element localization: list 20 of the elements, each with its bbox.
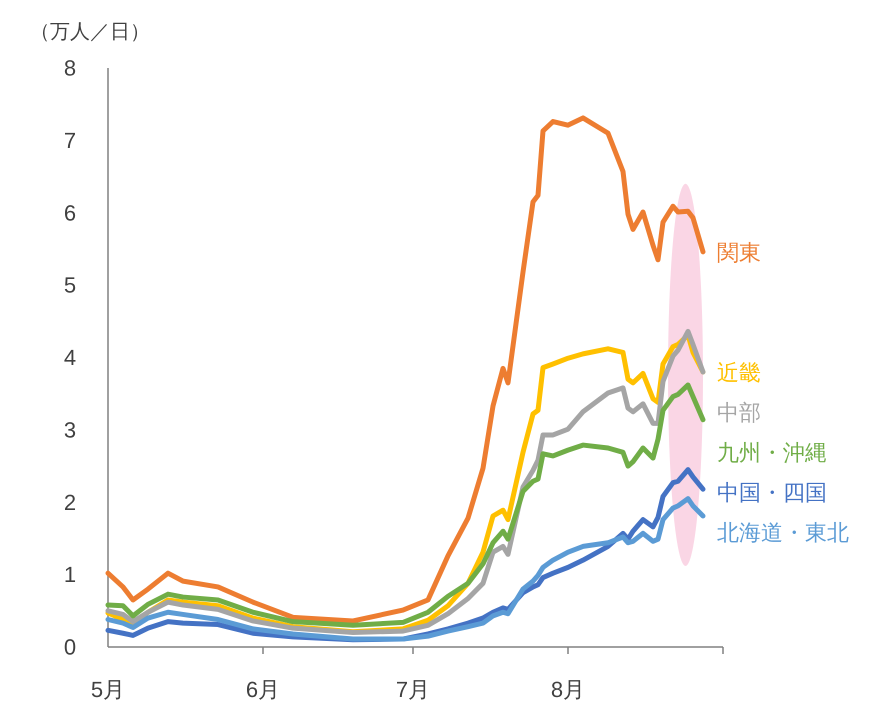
y-axis-title: （万人／日） <box>30 21 150 43</box>
y-tick-label: 2 <box>64 490 76 515</box>
y-tick-label: 8 <box>64 56 76 80</box>
x-tick-label: 7月 <box>396 677 430 702</box>
y-tick-label: 3 <box>64 417 76 442</box>
y-tick-label: 5 <box>64 272 76 298</box>
y-tick-label: 0 <box>64 634 76 660</box>
x-tick-label: 8月 <box>550 677 586 702</box>
series-label: 関東 <box>717 240 761 265</box>
y-tick-label: 1 <box>64 562 76 588</box>
series-label: 近畿 <box>717 360 761 385</box>
x-tick-label: 5月 <box>90 677 126 702</box>
series-label: 北海道・東北 <box>717 520 849 545</box>
y-tick-label: 6 <box>64 200 76 226</box>
y-tick-label: 4 <box>64 345 76 370</box>
series-label: 中部 <box>717 400 761 425</box>
series-label: 九州・沖縄 <box>717 440 827 465</box>
y-tick-label: 7 <box>64 128 76 153</box>
series-label: 中国・四国 <box>717 480 827 505</box>
x-tick-label: 6月 <box>246 677 280 702</box>
